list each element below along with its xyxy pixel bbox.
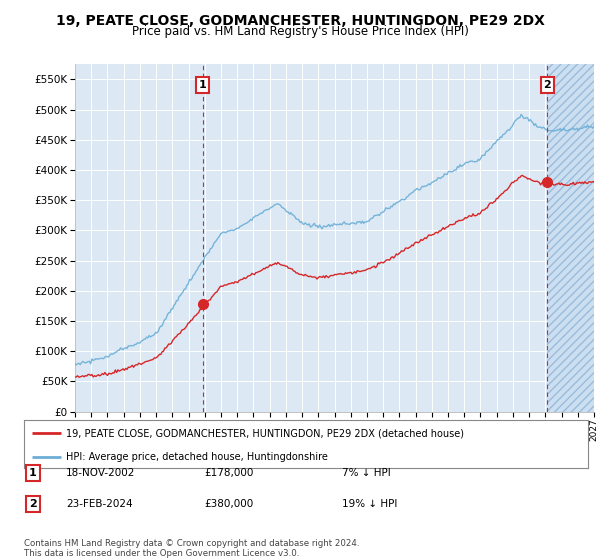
Text: HPI: Average price, detached house, Huntingdonshire: HPI: Average price, detached house, Hunt… xyxy=(66,452,328,462)
Text: £178,000: £178,000 xyxy=(204,468,253,478)
Text: 2: 2 xyxy=(29,499,37,509)
Text: 23-FEB-2024: 23-FEB-2024 xyxy=(66,499,133,509)
Text: 1: 1 xyxy=(29,468,37,478)
Bar xyxy=(547,64,594,412)
Text: 19% ↓ HPI: 19% ↓ HPI xyxy=(342,499,397,509)
Text: 19, PEATE CLOSE, GODMANCHESTER, HUNTINGDON, PE29 2DX: 19, PEATE CLOSE, GODMANCHESTER, HUNTINGD… xyxy=(56,14,544,28)
Text: 2: 2 xyxy=(544,80,551,90)
Text: Price paid vs. HM Land Registry's House Price Index (HPI): Price paid vs. HM Land Registry's House … xyxy=(131,25,469,38)
Text: £380,000: £380,000 xyxy=(204,499,253,509)
Text: 19, PEATE CLOSE, GODMANCHESTER, HUNTINGDON, PE29 2DX (detached house): 19, PEATE CLOSE, GODMANCHESTER, HUNTINGD… xyxy=(66,428,464,438)
Text: Contains HM Land Registry data © Crown copyright and database right 2024.
This d: Contains HM Land Registry data © Crown c… xyxy=(24,539,359,558)
Text: 1: 1 xyxy=(199,80,206,90)
Text: 18-NOV-2002: 18-NOV-2002 xyxy=(66,468,136,478)
Text: 7% ↓ HPI: 7% ↓ HPI xyxy=(342,468,391,478)
Bar xyxy=(547,64,594,412)
